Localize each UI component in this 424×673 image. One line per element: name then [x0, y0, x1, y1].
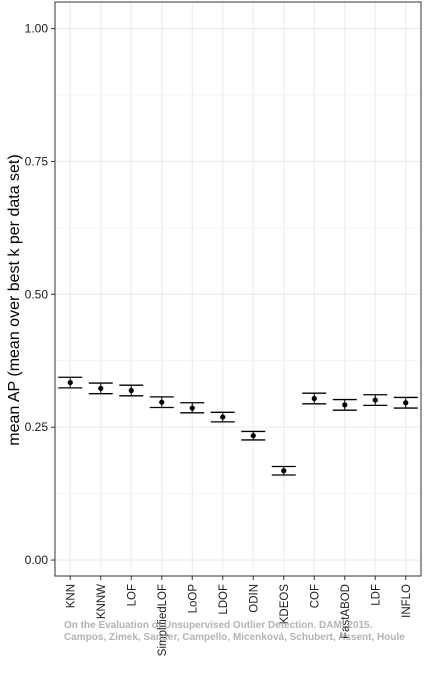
watermark-line-1: On the Evaluation of Unsupervised Outlie… — [64, 620, 373, 631]
x-tick-label: COF — [309, 584, 321, 608]
x-tick-label: INFLO — [401, 584, 413, 618]
x-tick-label: FastABOD — [340, 584, 352, 639]
watermark: On the Evaluation of Unsupervised Outlie… — [64, 620, 405, 643]
mean-point — [98, 385, 104, 391]
x-tick-label: LDF — [370, 584, 382, 606]
axes — [51, 1, 422, 580]
y-tick-label: 1.00 — [25, 22, 49, 36]
plot-border — [54, 1, 422, 577]
y-tick-label: 0.50 — [25, 287, 49, 301]
mean-point — [189, 405, 195, 411]
x-tick-label: KDEOS — [279, 584, 291, 625]
x-tick-label: KNN — [65, 584, 77, 608]
y-tick-label: 0.25 — [25, 420, 49, 434]
watermark-line-2: Campos, Zimek, Sander, Campello, Micenko… — [64, 632, 405, 643]
x-tick-label: LoOP — [187, 584, 199, 614]
grid — [55, 2, 421, 576]
tick-labels: 0.00 0.25 0.50 0.75 1.00 KNN KNNW LOF Simplified… — [25, 22, 413, 657]
mean-point — [311, 395, 317, 402]
mean-point — [372, 397, 378, 403]
x-tick-label: LOF — [126, 584, 138, 606]
mean-point — [159, 399, 165, 405]
x-tick-label: ODIN — [248, 584, 260, 613]
mean-point — [128, 387, 134, 394]
y-axis-title: mean AP (mean over best k per data set) — [6, 154, 23, 445]
mean-point — [250, 433, 256, 439]
mean-point — [220, 414, 226, 420]
x-tick-label: SimplifiedLOF — [157, 584, 169, 656]
y-tick-label: 0.00 — [25, 553, 49, 567]
mean-point — [281, 468, 287, 474]
mean-point — [67, 379, 73, 386]
x-tick-label: KNNW — [96, 584, 108, 619]
error-bars — [58, 376, 418, 476]
x-tick-label: LDOF — [218, 584, 230, 615]
mean-point — [342, 402, 348, 408]
y-tick-label: 0.75 — [25, 154, 49, 168]
mean-point — [403, 400, 409, 406]
